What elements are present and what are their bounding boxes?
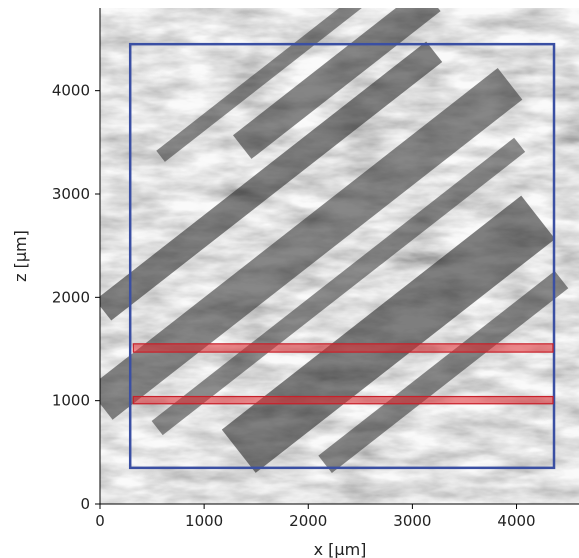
y-ticks: 0 1000 2000 3000 4000 (52, 82, 100, 513)
x-axis-label: x [μm] (314, 540, 367, 558)
y-tick-label: 4000 (52, 82, 90, 100)
y-tick-label: 2000 (52, 288, 90, 306)
x-ticks: 0 1000 2000 3000 4000 (95, 504, 536, 530)
x-tick-label: 0 (95, 512, 105, 530)
y-axis-label: z [μm] (11, 230, 30, 282)
x-tick-label: 4000 (497, 512, 535, 530)
y-tick-label: 3000 (52, 185, 90, 203)
y-tick-label: 0 (80, 495, 90, 513)
x-tick-label: 1000 (185, 512, 223, 530)
x-tick-label: 3000 (393, 512, 431, 530)
region-overlays (128, 42, 556, 470)
highlight-band (132, 395, 554, 405)
highlight-band (132, 343, 554, 353)
x-tick-label: 2000 (289, 512, 327, 530)
axes: 0 1000 2000 3000 4000 0 1000 2000 3000 4000 x [μ… (11, 8, 579, 558)
analysis-region-outline (128, 42, 556, 470)
y-tick-label: 1000 (52, 392, 90, 410)
